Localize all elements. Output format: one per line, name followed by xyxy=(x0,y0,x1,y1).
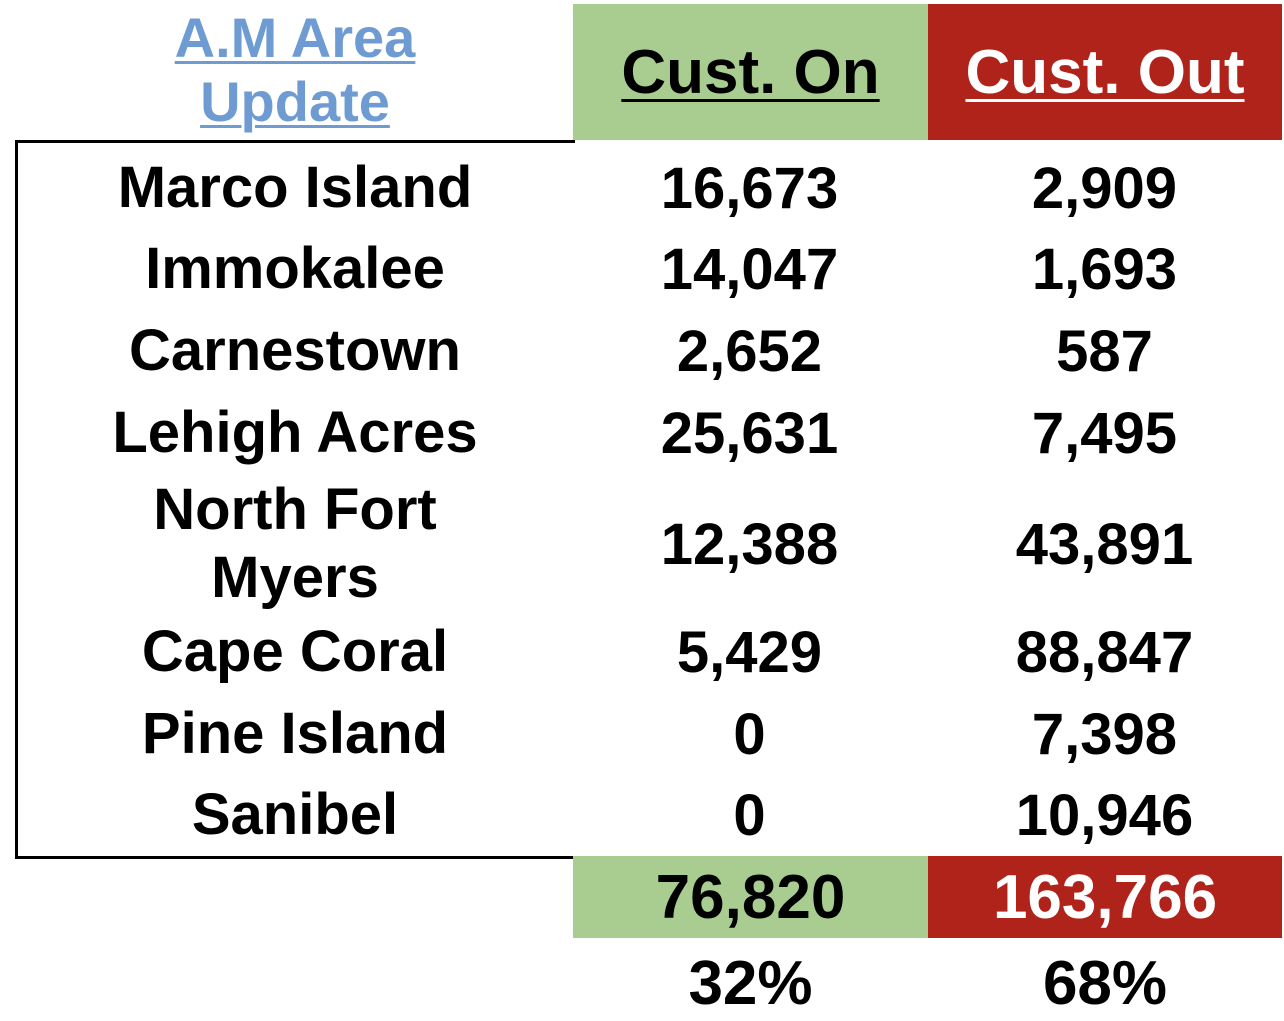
column-header-cust-on: Cust. On xyxy=(573,4,928,140)
area-name: Carnestown xyxy=(129,318,461,383)
cust-on-value: 0 xyxy=(733,701,766,767)
page-title: A.M Area Update xyxy=(60,6,530,134)
percent-cust-out: 68% xyxy=(1042,949,1168,1018)
table-row: North Fort Myers 12,388 43,891 xyxy=(18,474,1282,614)
cust-out-value: 1,693 xyxy=(1031,236,1178,302)
table-row: Marco Island 16,673 2,909 xyxy=(18,148,1282,228)
cust-out-value: 7,398 xyxy=(1031,701,1178,767)
cust-out-value: 10,946 xyxy=(1015,782,1194,848)
area-name: Cape Coral xyxy=(141,619,449,684)
total-cust-out: 163,766 xyxy=(928,856,1282,938)
cust-on-value: 5,429 xyxy=(676,619,823,685)
total-cust-on: 76,820 xyxy=(573,856,928,938)
table-row: Lehigh Acres 25,631 7,495 xyxy=(18,393,1282,473)
table-row: Carnestown 2,652 587 xyxy=(18,311,1282,391)
table-row: Cape Coral 5,429 88,847 xyxy=(18,612,1282,692)
cust-on-value: 16,673 xyxy=(660,155,839,221)
cust-on-value: 12,388 xyxy=(660,511,839,577)
area-name: Pine Island xyxy=(141,701,449,766)
cust-on-value: 0 xyxy=(733,782,766,848)
cust-on-value: 25,631 xyxy=(660,400,839,466)
page-title-line2: Update xyxy=(200,70,390,133)
cust-out-value: 7,495 xyxy=(1031,400,1178,466)
cust-on-value: 2,652 xyxy=(676,318,823,384)
table-row: Sanibel 0 10,946 xyxy=(18,775,1282,855)
cust-out-value: 43,891 xyxy=(1015,511,1194,577)
area-name: Sanibel xyxy=(191,782,399,847)
area-name: North Fort Myers xyxy=(153,477,437,610)
cust-out-value: 88,847 xyxy=(1015,619,1194,685)
area-name: Immokalee xyxy=(145,236,445,301)
cust-out-value: 587 xyxy=(1056,318,1153,384)
cust-on-value: 14,047 xyxy=(660,236,839,302)
area-table-frame xyxy=(15,140,575,859)
area-name: Marco Island xyxy=(117,155,473,220)
page-title-line1: A.M Area xyxy=(174,6,416,69)
table-row: Immokalee 14,047 1,693 xyxy=(18,229,1282,309)
cust-out-value: 2,909 xyxy=(1031,155,1178,221)
area-name: Lehigh Acres xyxy=(112,400,478,465)
column-header-cust-out: Cust. Out xyxy=(928,4,1282,140)
percent-cust-on: 32% xyxy=(688,949,813,1018)
table-row: Pine Island 0 7,398 xyxy=(18,694,1282,774)
